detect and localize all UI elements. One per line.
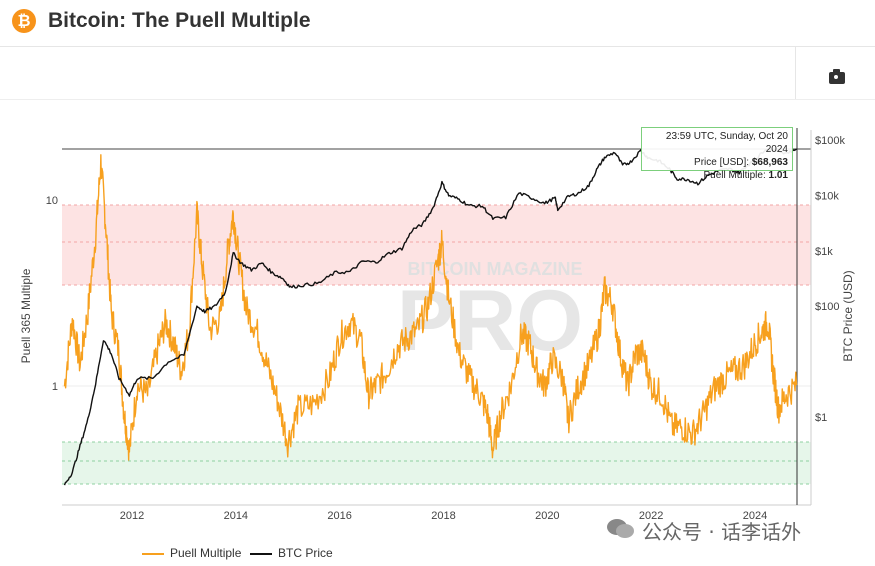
left-axis-title: Puell 365 Multiple [19,268,33,363]
chart-toolbar [0,47,875,100]
chart-watermark-brand: BITCOIN MAGAZINE [408,259,583,279]
right-axis-tick-label: $1 [815,412,827,424]
bitcoin-logo-icon: ₿ [12,9,36,33]
chart-watermark-pro: PRO [397,273,583,369]
tooltip-price-label: Price [USD]: [694,157,750,168]
puell-multiple-line [63,154,798,461]
toolbar-divider [795,47,796,99]
x-tick-label: 2016 [327,510,351,522]
page-title: Bitcoin: The Puell Multiple [48,9,311,32]
btc-price-line [63,148,797,486]
wechat-icon [607,519,634,538]
right-axis-title: BTC Price (USD) [841,270,855,361]
right-axis-tick-label: $100k [815,135,845,147]
camera-icon[interactable] [829,69,845,84]
red-zone-band [62,205,811,285]
legend-swatch-puell [142,552,164,555]
legend-item-btc-price[interactable]: BTC Price [250,546,333,560]
wechat-watermark: 公众号 · 话李话外 [642,520,802,544]
left-axis-tick-label: 1 [52,381,58,393]
right-axis-tick-label: $100 [815,301,839,313]
header: ₿ Bitcoin: The Puell Multiple [0,0,875,47]
legend-item-puell[interactable]: Puell Multiple [142,546,241,560]
x-tick-label: 2020 [535,510,559,522]
tooltip-puell-label: Puell Multiple: [703,170,766,181]
right-axis-tick-label: $10k [815,190,839,202]
left-axis-tick-label: 10 [46,195,58,207]
data-tooltip: 23:59 UTC, Sunday, Oct 20 2024 Price [US… [641,127,793,181]
x-tick-label: 2018 [431,510,455,522]
green-zone-band [62,442,811,484]
tooltip-date: 23:59 UTC, Sunday, Oct 20 2024 [665,131,788,155]
tooltip-puell-value: 1.01 [768,170,788,181]
tooltip-puell-row: Puell Multiple: 1.01 [646,169,788,182]
tooltip-price-row: Price [USD]: $68,963 [646,156,788,169]
tooltip-price-value: $68,963 [751,157,788,168]
x-tick-label: 2014 [224,510,248,522]
right-axis-tick-label: $1k [815,246,833,258]
legend-label-btc: BTC Price [278,546,333,560]
x-tick-label: 2024 [743,510,767,522]
legend-label-puell: Puell Multiple [170,546,242,560]
x-tick-label: 2012 [120,510,144,522]
legend-swatch-btc [250,552,272,555]
x-tick-label: 2022 [639,510,663,522]
